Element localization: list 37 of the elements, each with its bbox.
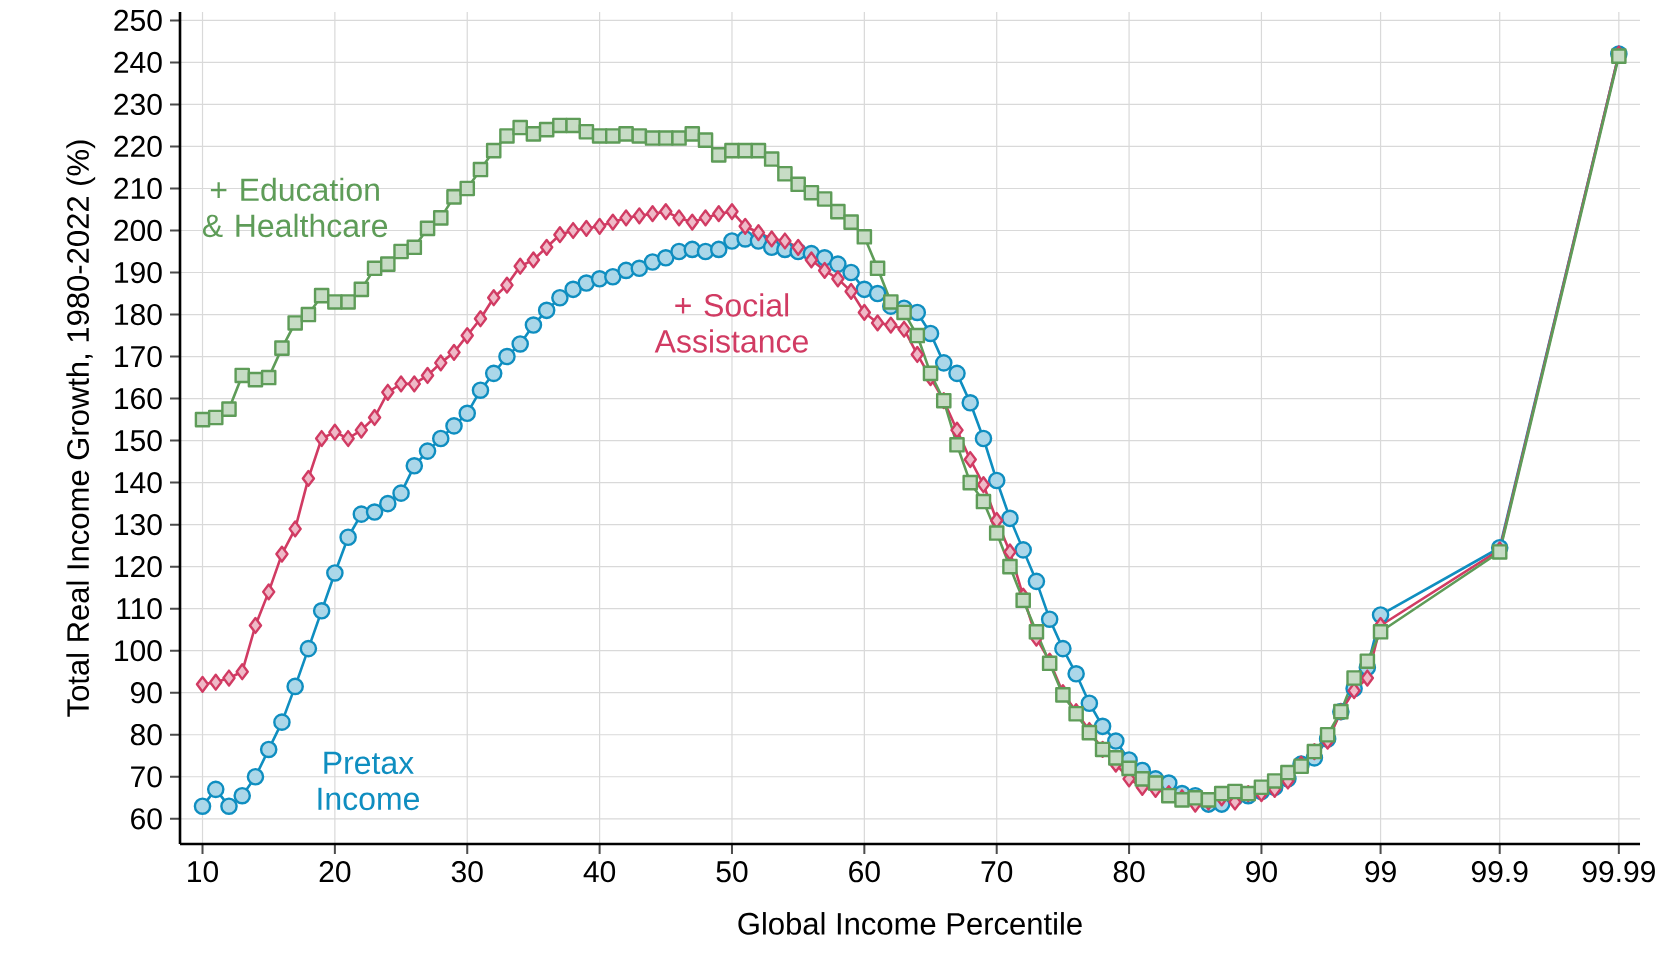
y-tick-label: 120	[115, 556, 162, 578]
y-tick-label: 100	[115, 640, 162, 662]
y-tick-label: 190	[115, 261, 162, 284]
y-tick-label: 70	[131, 766, 162, 788]
y-tick-label: 150	[115, 429, 162, 452]
y-tick-label: 210	[114, 177, 162, 200]
y-tick-label: 180	[115, 303, 162, 326]
x-axis-title: Global Income Percentile	[738, 912, 1082, 935]
y-tick-label: 220	[114, 135, 162, 158]
x-tick-label: 50	[716, 861, 748, 883]
x-tick-label: 99.99	[1582, 861, 1655, 883]
y-tick-label: 60	[131, 808, 162, 830]
y-tick-label: 130	[115, 514, 162, 536]
y-tick-label: 110	[117, 598, 162, 620]
y-tick-label: 140	[115, 472, 162, 494]
series-label: Pretax Income	[318, 751, 420, 811]
series-label: + Education & Healthcare	[202, 177, 388, 238]
y-tick-label: 80	[130, 724, 162, 746]
y-tick-label: 200	[114, 219, 162, 242]
y-tick-label: 90	[130, 682, 162, 704]
x-tick-label: 20	[319, 861, 351, 883]
x-tick-label: 60	[849, 861, 880, 883]
y-tick-label: 170	[115, 345, 162, 368]
y-tick-label: 250	[114, 9, 162, 32]
y-tick-label: 230	[114, 93, 162, 116]
y-tick-label: 240	[114, 51, 162, 74]
x-tick-label: 80	[1113, 861, 1145, 883]
x-tick-label: 40	[583, 861, 616, 883]
x-tick-label: 30	[451, 861, 483, 883]
y-axis-title: Total Real Income Growth, 1980-2022 (%)	[66, 140, 96, 717]
series-label: + Social Assistance	[654, 293, 808, 353]
x-tick-label: 70	[981, 861, 1013, 883]
x-tick-label: 10	[188, 861, 218, 883]
x-tick-label: 99	[1365, 861, 1396, 883]
x-tick-label: 90	[1246, 861, 1277, 883]
x-tick-label: 99.9	[1471, 861, 1528, 883]
y-tick-label: 160	[115, 387, 162, 410]
